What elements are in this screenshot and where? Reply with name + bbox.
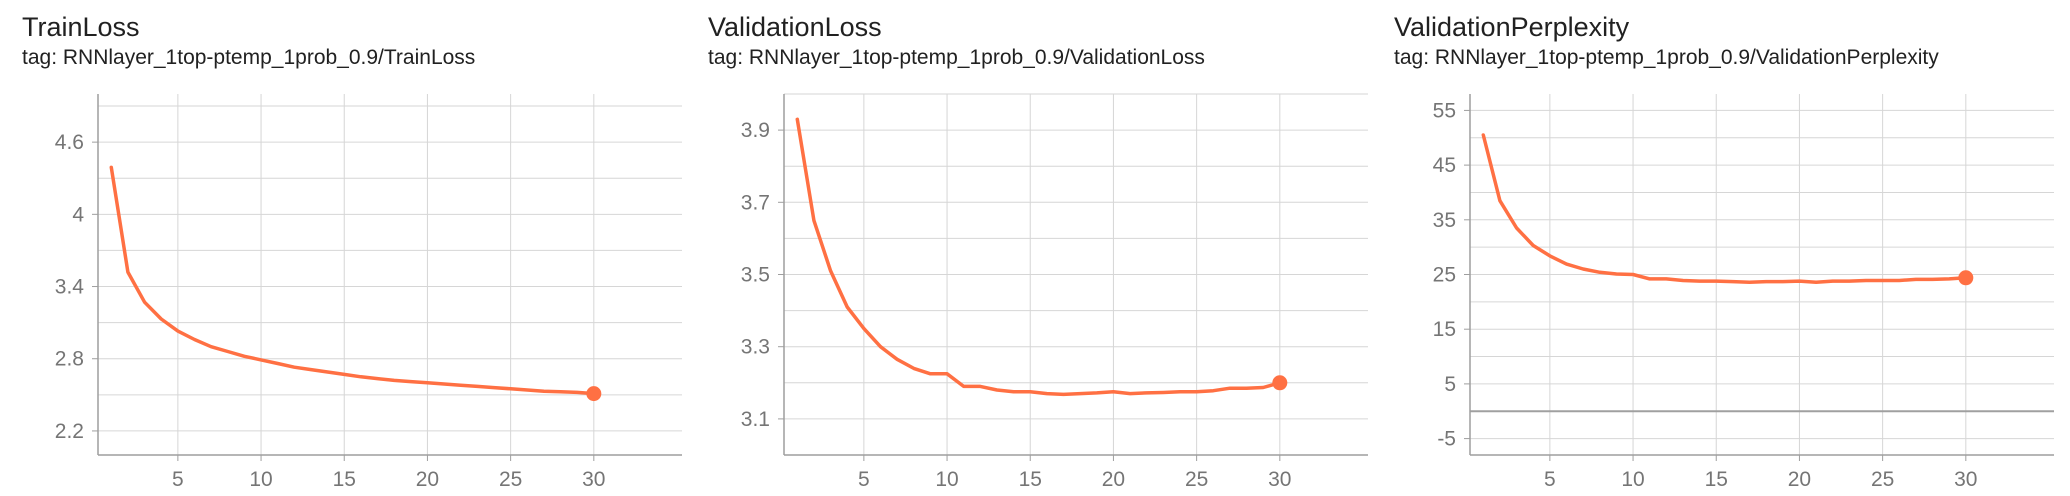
x-tick-label: 20 bbox=[1788, 468, 1811, 491]
chart-title: ValidationPerplexity bbox=[1394, 12, 1630, 42]
y-tick-label: 3.7 bbox=[741, 191, 770, 214]
chart-panel-validation-perplexity: ValidationPerplexity tag: RNNlayer_1top-… bbox=[1372, 0, 2062, 496]
y-tick-label: -5 bbox=[1437, 428, 1456, 451]
x-tick-label: 30 bbox=[1268, 468, 1291, 491]
y-tick-label: 4 bbox=[72, 203, 84, 226]
y-tick-label: 3.3 bbox=[741, 336, 770, 359]
validation-loss-plot: 3.1 3.3 3.5 3.7 3.9 5 10 15 20 25 30 bbox=[741, 93, 1368, 491]
chart-tag: tag: RNNlayer_1top-ptemp_1prob_0.9/Train… bbox=[22, 46, 476, 69]
x-tick-label: 10 bbox=[1621, 468, 1644, 491]
last-point-marker bbox=[1958, 270, 1974, 286]
chart-title: TrainLoss bbox=[22, 12, 140, 42]
y-tick-label: 15 bbox=[1433, 318, 1456, 341]
x-tick-label: 15 bbox=[1705, 468, 1728, 491]
y-tick-label: 35 bbox=[1433, 209, 1456, 232]
chart-tag: tag: RNNlayer_1top-ptemp_1prob_0.9/Valid… bbox=[708, 46, 1205, 69]
series-line bbox=[1481, 133, 1968, 284]
last-point-marker bbox=[586, 386, 602, 402]
x-tick-label: 20 bbox=[1102, 468, 1125, 491]
y-tick-label: 4.6 bbox=[55, 131, 84, 154]
x-tick-label: 30 bbox=[1954, 468, 1977, 491]
x-tick-label: 25 bbox=[1871, 468, 1894, 491]
y-tick-label: 45 bbox=[1433, 154, 1456, 177]
chart-tag: tag: RNNlayer_1top-ptemp_1prob_0.9/Valid… bbox=[1394, 46, 1939, 69]
x-tick-label: 25 bbox=[499, 468, 522, 491]
y-tick-label: 3.4 bbox=[55, 276, 85, 299]
x-tick-label: 5 bbox=[172, 468, 184, 491]
y-tick-label: 3.5 bbox=[741, 264, 770, 287]
chart-panel-train-loss: TrainLoss tag: RNNlayer_1top-ptemp_1prob… bbox=[0, 0, 690, 496]
x-tick-label: 30 bbox=[582, 468, 605, 491]
x-tick-label: 10 bbox=[249, 468, 272, 491]
y-tick-label: 3.1 bbox=[741, 408, 770, 431]
y-tick-label: 2.8 bbox=[55, 348, 84, 371]
series-line bbox=[109, 165, 596, 396]
x-tick-label: 5 bbox=[858, 468, 870, 491]
y-tick-label: 3.9 bbox=[741, 119, 770, 142]
last-point-marker bbox=[1272, 375, 1288, 391]
x-tick-label: 10 bbox=[935, 468, 958, 491]
y-tick-label: 5 bbox=[1444, 373, 1456, 396]
x-tick-label: 15 bbox=[333, 468, 356, 491]
x-tick-label: 5 bbox=[1544, 468, 1556, 491]
x-tick-label: 15 bbox=[1019, 468, 1042, 491]
chart-title: ValidationLoss bbox=[708, 12, 882, 42]
x-tick-label: 25 bbox=[1185, 468, 1208, 491]
x-tick-label: 20 bbox=[416, 468, 439, 491]
y-tick-label: 55 bbox=[1433, 99, 1456, 122]
series-line bbox=[795, 117, 1282, 397]
y-tick-label: 2.2 bbox=[55, 420, 84, 443]
train-loss-plot: 2.2 2.8 3.4 4 4.6 5 10 15 20 25 30 bbox=[55, 94, 682, 491]
y-tick-label: 25 bbox=[1433, 264, 1456, 287]
chart-panel-validation-loss: ValidationLoss tag: RNNlayer_1top-ptemp_… bbox=[686, 0, 1376, 496]
